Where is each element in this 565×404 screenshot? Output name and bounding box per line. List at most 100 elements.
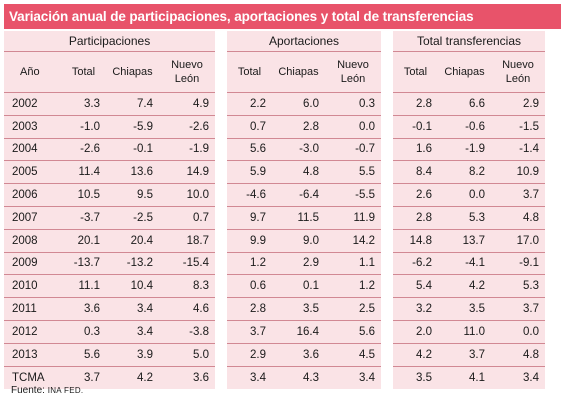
table-cell: 2.8 <box>227 298 272 321</box>
table-cell: -0.1 <box>393 115 438 139</box>
table-cell: 5.5 <box>325 161 381 185</box>
table-cell: 4.2 <box>438 275 491 299</box>
table-cell: 0.7 <box>227 115 272 139</box>
row-label: 2002 <box>4 93 61 116</box>
table-cell: -3.8 <box>159 320 215 344</box>
table-cell: 0.1 <box>272 275 325 299</box>
table-cell: 3.6 <box>159 366 215 390</box>
table-cell: -1.0 <box>61 115 106 139</box>
table-cell: 3.4 <box>325 366 381 390</box>
group-gap <box>381 298 393 321</box>
row-label: 2013 <box>4 343 61 367</box>
table-cell: 3.5 <box>393 366 438 390</box>
table-cell: -13.7 <box>61 252 106 276</box>
table-cell: -1.4 <box>491 138 545 162</box>
table-cell: -1.9 <box>438 138 491 162</box>
table-cell: 1.2 <box>325 275 381 299</box>
table-cell: -1.9 <box>159 138 215 162</box>
column-header-total: Total <box>393 52 438 93</box>
table-cell: 20.4 <box>106 229 159 253</box>
table-cell: 0.3 <box>61 320 106 344</box>
table-cell: 11.1 <box>61 275 106 299</box>
table-cell: -1.5 <box>491 115 545 139</box>
table-cell: -13.2 <box>106 252 159 276</box>
table-cell: 5.0 <box>159 343 215 367</box>
table-cell: -3.0 <box>272 138 325 162</box>
group-gap <box>215 184 227 207</box>
table-cell: 8.3 <box>159 275 215 299</box>
table-cell: 4.9 <box>159 93 215 116</box>
group-gap <box>381 275 393 299</box>
column-header-chiapas: Chiapas <box>272 52 325 93</box>
group-gap <box>381 52 393 93</box>
group-gap <box>215 31 227 52</box>
table-cell: 11.0 <box>438 320 491 344</box>
table-cell: 11.4 <box>61 161 106 185</box>
row-label: 2009 <box>4 252 61 276</box>
group-gap <box>215 52 227 93</box>
table-cell: 13.6 <box>106 161 159 185</box>
table-cell: 3.7 <box>227 320 272 344</box>
table-cell: 0.0 <box>438 184 491 207</box>
table-cell: -6.4 <box>272 184 325 207</box>
table-cell: 3.6 <box>61 298 106 321</box>
table-cell: 10.0 <box>159 184 215 207</box>
group-gap <box>215 206 227 230</box>
table-cell: -0.7 <box>325 138 381 162</box>
table-cell: 3.5 <box>272 298 325 321</box>
table-cell: 7.4 <box>106 93 159 116</box>
table-cell: -2.6 <box>159 115 215 139</box>
table-cell: 1.2 <box>227 252 272 276</box>
table-cell: 2.8 <box>393 206 438 230</box>
group-gap <box>381 115 393 139</box>
table-cell: 2.9 <box>272 252 325 276</box>
table-cell: 0.0 <box>491 320 545 344</box>
table-cell: 10.4 <box>106 275 159 299</box>
table-cell: -0.6 <box>438 115 491 139</box>
table-cell: 4.6 <box>159 298 215 321</box>
table-cell: -9.1 <box>491 252 545 276</box>
table-cell: -5.9 <box>106 115 159 139</box>
table-cell: -2.6 <box>61 138 106 162</box>
table-cell: 1.6 <box>393 138 438 162</box>
row-label: 2005 <box>4 161 61 185</box>
group-gap <box>215 366 227 390</box>
table-cell: 2.8 <box>393 93 438 116</box>
table-cell: 9.9 <box>227 229 272 253</box>
table-cell: 17.0 <box>491 229 545 253</box>
column-header-year: Año <box>4 52 61 93</box>
table-cell: 4.5 <box>325 343 381 367</box>
row-label: 2008 <box>4 229 61 253</box>
table-cell: 4.8 <box>491 206 545 230</box>
group-gap <box>215 93 227 116</box>
column-header-total: Total <box>61 52 106 93</box>
row-label: TCMA <box>4 366 61 390</box>
table-cell: -3.7 <box>61 206 106 230</box>
table-cell: -6.2 <box>393 252 438 276</box>
group-gap <box>381 366 393 390</box>
table-cell: 9.0 <box>272 229 325 253</box>
table-cell: 6.6 <box>438 93 491 116</box>
table-cell: 5.4 <box>393 275 438 299</box>
source-text: INA FED. <box>47 386 84 395</box>
table-cell: 3.7 <box>491 184 545 207</box>
table-cell: 9.7 <box>227 206 272 230</box>
table-cell: 5.6 <box>227 138 272 162</box>
table-cell: 3.5 <box>438 298 491 321</box>
group-gap <box>215 320 227 344</box>
group-gap <box>215 298 227 321</box>
table-cell: 0.6 <box>227 275 272 299</box>
table-cell: 8.2 <box>438 161 491 185</box>
row-label: 2012 <box>4 320 61 344</box>
table-cell: 3.7 <box>438 343 491 367</box>
row-label: 2011 <box>4 298 61 321</box>
table-cell: 4.8 <box>272 161 325 185</box>
table-cell: 3.3 <box>61 93 106 116</box>
table-cell: 18.7 <box>159 229 215 253</box>
table-cell: 5.3 <box>438 206 491 230</box>
table-cell: 14.2 <box>325 229 381 253</box>
table-cell: 3.4 <box>106 320 159 344</box>
column-header-nuevo-leon: Nuevo León <box>325 52 381 93</box>
table-cell: 14.9 <box>159 161 215 185</box>
table-cell: 11.5 <box>272 206 325 230</box>
